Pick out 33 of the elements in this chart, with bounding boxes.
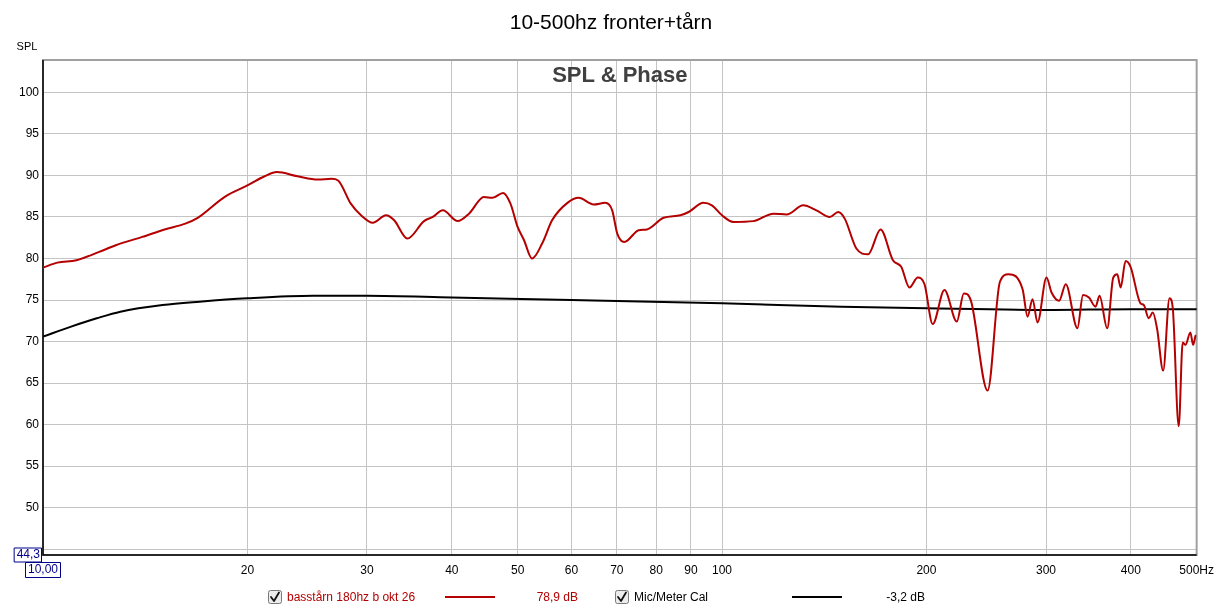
x-tick-label: 300	[1036, 562, 1057, 577]
y-axis-title: SPL	[16, 40, 38, 53]
y-tick-label: 85	[25, 209, 40, 224]
x-tick-label: 200	[916, 562, 937, 577]
x-tick-label: 400	[1120, 562, 1142, 577]
y-tick-label: 75	[25, 292, 40, 307]
x-tick-label: 50	[510, 562, 525, 577]
y-tick-label: 80	[25, 250, 40, 265]
text: -3,2 dB	[885, 589, 925, 606]
y-tick-label: 44,3	[16, 547, 41, 562]
x-tick-label: 40	[445, 562, 459, 577]
x-tick-label: 60	[564, 562, 579, 577]
text: 78,9 dB	[535, 589, 578, 606]
y-tick-label: 95	[25, 126, 40, 141]
y-tick-label: 55	[25, 458, 40, 473]
y-tick-label: 70	[25, 333, 40, 348]
y-tick-label: 50	[25, 499, 40, 514]
text: basstårn 180hz b okt 26	[287, 589, 416, 606]
x-tick-label: 10,00	[27, 562, 59, 577]
x-tick-label: 80	[649, 562, 664, 577]
x-tick-label: 20	[240, 562, 255, 577]
y-tick-label: 60	[25, 416, 40, 431]
x-tick-label: 90	[684, 562, 698, 577]
chart-subtitle: SPL & Phase	[552, 62, 688, 88]
x-tick-label: 100	[712, 562, 733, 577]
x-tick-label: 30	[360, 562, 374, 577]
x-tick-label: 500Hz	[1179, 562, 1214, 577]
y-tick-label: 100	[18, 84, 40, 99]
y-tick-label: 90	[25, 167, 40, 182]
x-tick-label: 70	[610, 562, 624, 577]
text: Mic/Meter Cal	[634, 589, 709, 606]
chart-title: 10-500hz fronter+tårn	[509, 9, 713, 33]
y-tick-label: 65	[25, 375, 40, 390]
